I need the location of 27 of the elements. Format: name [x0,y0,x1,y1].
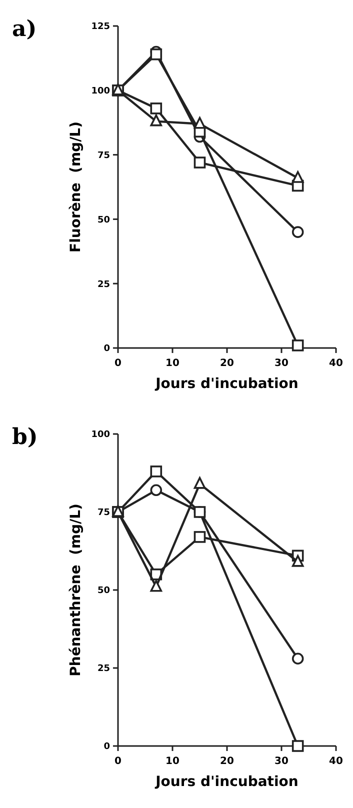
x-tick-label: 30 [274,756,288,767]
y-tick-label: 75 [97,508,110,518]
y-tick-label: 50 [97,215,110,226]
y-tick-label: 125 [91,22,110,32]
x-tick-label: 30 [274,358,288,369]
y-tick-label: 75 [97,150,110,161]
x-tick-label: 10 [166,756,180,767]
y-tick-label: 25 [97,280,110,290]
x-axis-title: Jours d'incubation [154,774,298,790]
y-axis-title: Fluorène (mg/L) [68,122,84,252]
x-tick-label: 0 [114,756,122,767]
x-axis-title: Jours d'incubation [154,376,298,392]
y-tick-label: 100 [91,430,110,440]
y-axis-title: Phénanthrène (mg/L) [68,504,84,676]
x-tick-label: 20 [220,358,234,369]
y-tick-label: 50 [97,586,110,596]
x-tick-label: 20 [220,756,234,767]
x-tick-label: 10 [166,358,180,369]
y-tick-label: 0 [104,742,110,752]
x-tick-label: 40 [329,358,343,369]
y-tick-label: 100 [91,86,110,97]
y-tick-label: 25 [97,664,110,674]
x-tick-label: 0 [114,358,122,369]
chart-title: a) [12,16,37,42]
x-tick-label: 40 [329,756,343,767]
y-tick-label: 0 [104,344,110,354]
chart-title: b) [12,424,38,450]
